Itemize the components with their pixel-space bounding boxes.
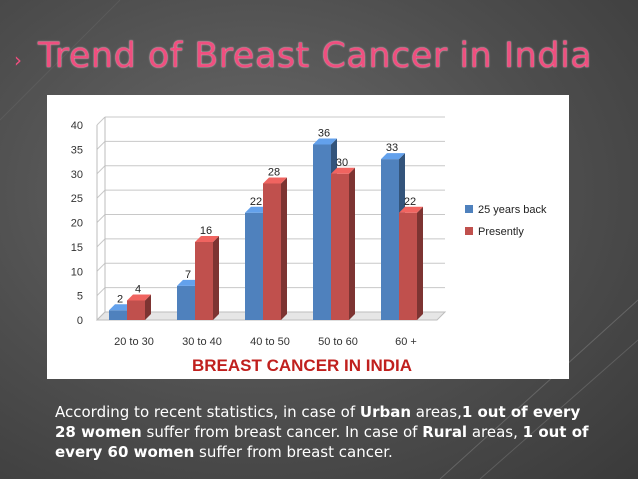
bar-top (331, 167, 355, 174)
data-label: 22 (250, 196, 262, 208)
bar (313, 144, 331, 320)
gridline-side (96, 116, 106, 126)
caption-segment: areas, (467, 423, 523, 441)
x-tick-label: 40 to 50 (250, 336, 290, 348)
bar-side (349, 167, 355, 320)
bar-top (263, 177, 287, 184)
y-tick-label: 30 (71, 169, 83, 181)
bar (399, 212, 417, 320)
x-tick-label: 50 to 60 (318, 336, 358, 348)
bar (177, 285, 195, 320)
caption-segment: suffer from breast cancer. In case of (141, 423, 423, 441)
gridline-side (96, 165, 106, 175)
caption-emphasis: 1 out of every 28 women (55, 403, 581, 441)
bar (195, 242, 213, 320)
gridline-side (96, 262, 106, 272)
gridline-side (96, 214, 106, 223)
bar-side (213, 236, 219, 320)
data-label: 2 (117, 293, 123, 305)
x-tick-label: 20 to 30 (114, 336, 154, 348)
chart-title: BREAST CANCER IN INDIA (192, 356, 412, 375)
gridline-side (96, 287, 106, 296)
data-label: 30 (336, 157, 348, 169)
legend-label: 25 years back (478, 204, 547, 216)
bar-top (381, 153, 405, 160)
data-label: 7 (185, 269, 191, 281)
y-tick-label: 5 (77, 291, 83, 303)
legend-label: Presently (478, 226, 524, 238)
caption-emphasis: 1 out of every 60 women (55, 423, 589, 461)
gridline-side (96, 238, 106, 248)
data-label: 16 (200, 225, 212, 237)
legend-swatch (465, 227, 473, 235)
bar (263, 183, 281, 320)
data-label: 28 (268, 167, 280, 179)
y-tick-label: 20 (71, 218, 83, 230)
x-tick-label: 60 + (395, 336, 417, 348)
bar-chart: 0 5 10 15 20 25 30 35 40 20 to 30 24 30 to 40 7 16 40 … (71, 116, 547, 375)
bar (245, 212, 263, 320)
bar (127, 300, 145, 320)
gridline-side (96, 189, 106, 199)
bar-side (417, 206, 423, 320)
bar (331, 173, 349, 320)
caption-text: According to recent statistics, in case … (55, 402, 595, 462)
x-tick-label: 30 to 40 (182, 336, 222, 348)
y-tick-label: 35 (71, 144, 83, 156)
bar-side (145, 294, 151, 320)
bar-top (195, 236, 219, 242)
caption-segment: suffer from breast cancer. (194, 443, 393, 461)
data-label: 36 (318, 128, 330, 140)
data-label: 22 (404, 196, 416, 208)
bar-side (281, 177, 287, 320)
bar (381, 159, 399, 320)
chart-panel: 0 5 10 15 20 25 30 35 40 20 to 30 2 4 30 to 40 7 16 40 … (47, 95, 569, 379)
y-tick-label: 0 (77, 315, 83, 327)
chevron-right-icon: › (14, 48, 22, 72)
y-tick-label: 25 (71, 193, 83, 205)
y-tick-label: 10 (71, 266, 83, 278)
caption-segment: According to recent statistics, in case … (55, 403, 360, 421)
data-label: 4 (135, 284, 141, 296)
data-label: 33 (386, 142, 398, 154)
bar-top (127, 294, 151, 301)
bar-top (399, 206, 423, 213)
bar-top (313, 138, 337, 145)
gridline-side (96, 141, 106, 150)
bar (109, 310, 127, 320)
caption-emphasis: Rural (422, 423, 468, 441)
caption-segment: areas, (411, 403, 462, 421)
caption-emphasis: Urban (359, 403, 412, 421)
legend-swatch (465, 205, 473, 213)
slide-title: Trend of Breast Cancer in India (38, 36, 593, 76)
y-tick-label: 15 (71, 242, 83, 254)
y-tick-label: 40 (71, 120, 83, 132)
